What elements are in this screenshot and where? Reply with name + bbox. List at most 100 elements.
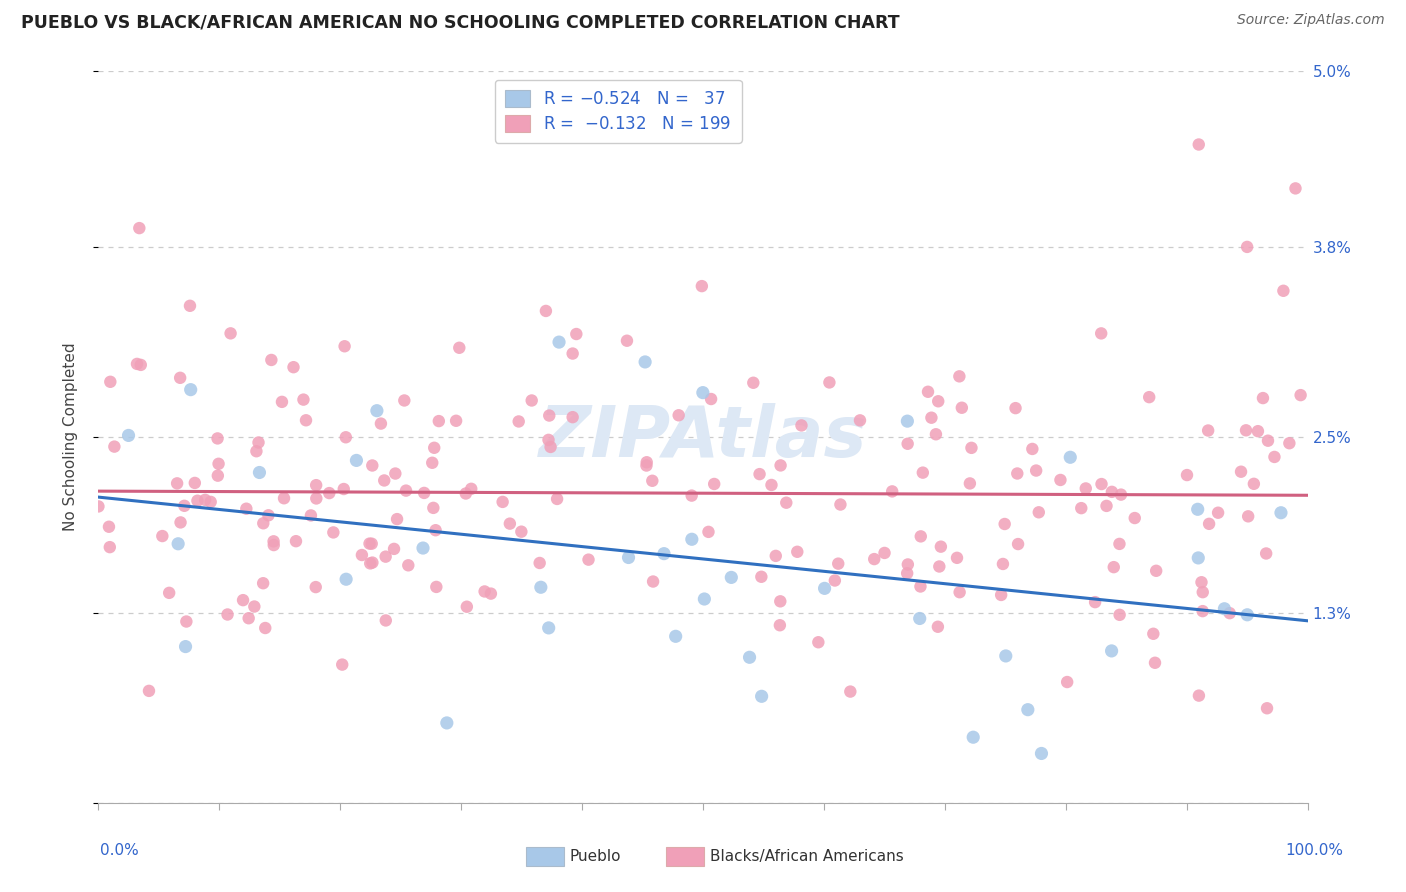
Point bbox=[765, 549, 787, 563]
Point bbox=[1049, 473, 1071, 487]
Point bbox=[350, 548, 373, 562]
Point bbox=[219, 326, 242, 341]
Point bbox=[849, 413, 872, 427]
Point bbox=[1251, 391, 1274, 405]
Point bbox=[1025, 464, 1047, 478]
Point bbox=[693, 592, 716, 607]
Point bbox=[1206, 506, 1229, 520]
Text: 100.0%: 100.0% bbox=[1285, 843, 1344, 858]
Point bbox=[1188, 689, 1211, 703]
Point bbox=[117, 428, 139, 442]
Text: Source: ZipAtlas.com: Source: ZipAtlas.com bbox=[1237, 13, 1385, 28]
Point bbox=[174, 640, 197, 654]
Text: PUEBLO VS BLACK/AFRICAN AMERICAN NO SCHOOLING COMPLETED CORRELATION CHART: PUEBLO VS BLACK/AFRICAN AMERICAN NO SCHO… bbox=[21, 13, 900, 31]
Point bbox=[420, 456, 443, 470]
Point bbox=[1284, 181, 1306, 195]
Point bbox=[692, 385, 714, 400]
Point bbox=[896, 414, 918, 428]
Point bbox=[460, 482, 482, 496]
Point bbox=[299, 508, 322, 523]
Point bbox=[97, 520, 120, 534]
Point bbox=[1219, 606, 1241, 620]
Point bbox=[180, 383, 202, 397]
Point bbox=[1144, 564, 1167, 578]
Point bbox=[1090, 326, 1112, 341]
Point bbox=[360, 537, 382, 551]
Point bbox=[1236, 607, 1258, 622]
Point bbox=[748, 467, 770, 482]
Point bbox=[359, 557, 381, 571]
Point bbox=[232, 593, 254, 607]
Point bbox=[742, 376, 765, 390]
Point bbox=[1256, 701, 1278, 715]
Point bbox=[1143, 656, 1166, 670]
Point bbox=[751, 690, 773, 704]
Point bbox=[534, 304, 557, 318]
Point bbox=[1234, 423, 1257, 437]
Point bbox=[1137, 390, 1160, 404]
Point bbox=[538, 409, 561, 423]
Point bbox=[247, 435, 270, 450]
Point bbox=[994, 648, 1017, 663]
Point bbox=[254, 621, 277, 635]
Point bbox=[700, 392, 723, 406]
Point bbox=[652, 547, 675, 561]
Point bbox=[449, 341, 471, 355]
Text: Pueblo: Pueblo bbox=[569, 849, 621, 863]
Point bbox=[425, 523, 447, 537]
Point bbox=[896, 566, 918, 581]
Point bbox=[271, 395, 294, 409]
Text: ZIPAtlas: ZIPAtlas bbox=[538, 402, 868, 472]
Point bbox=[167, 537, 190, 551]
Point bbox=[98, 540, 121, 554]
Point bbox=[1108, 607, 1130, 622]
Point bbox=[1095, 499, 1118, 513]
Point bbox=[830, 498, 852, 512]
Point bbox=[1263, 450, 1285, 464]
Point bbox=[273, 491, 295, 506]
Point bbox=[169, 516, 191, 530]
Point bbox=[382, 541, 405, 556]
Point bbox=[425, 580, 447, 594]
Point bbox=[157, 586, 180, 600]
Point bbox=[1188, 137, 1211, 152]
Point bbox=[917, 384, 939, 399]
Point bbox=[295, 413, 318, 427]
Point bbox=[790, 418, 813, 433]
Point bbox=[245, 444, 267, 458]
Point bbox=[176, 615, 198, 629]
Point bbox=[238, 611, 260, 625]
Point bbox=[366, 403, 388, 417]
Point bbox=[818, 376, 841, 390]
Point bbox=[98, 375, 121, 389]
Point bbox=[173, 499, 195, 513]
Point bbox=[1056, 675, 1078, 690]
Point bbox=[252, 576, 274, 591]
Point bbox=[769, 458, 792, 473]
Point bbox=[374, 549, 396, 564]
Point bbox=[1074, 482, 1097, 496]
Point bbox=[138, 684, 160, 698]
Point bbox=[384, 467, 406, 481]
Point bbox=[634, 355, 657, 369]
Point bbox=[454, 486, 477, 500]
Point bbox=[207, 457, 229, 471]
Point bbox=[927, 394, 949, 409]
Point bbox=[335, 430, 357, 444]
Point bbox=[911, 466, 934, 480]
Point bbox=[184, 475, 207, 490]
Point bbox=[1272, 284, 1295, 298]
Point bbox=[385, 512, 408, 526]
Point bbox=[578, 552, 600, 566]
Point bbox=[1191, 604, 1213, 618]
Point bbox=[991, 557, 1014, 571]
Point bbox=[641, 574, 664, 589]
Point bbox=[169, 371, 191, 385]
Point bbox=[412, 541, 434, 555]
Point bbox=[318, 486, 340, 500]
Point bbox=[882, 484, 904, 499]
Point bbox=[1101, 484, 1123, 499]
Point bbox=[929, 540, 952, 554]
Point bbox=[235, 501, 257, 516]
Point bbox=[1070, 501, 1092, 516]
